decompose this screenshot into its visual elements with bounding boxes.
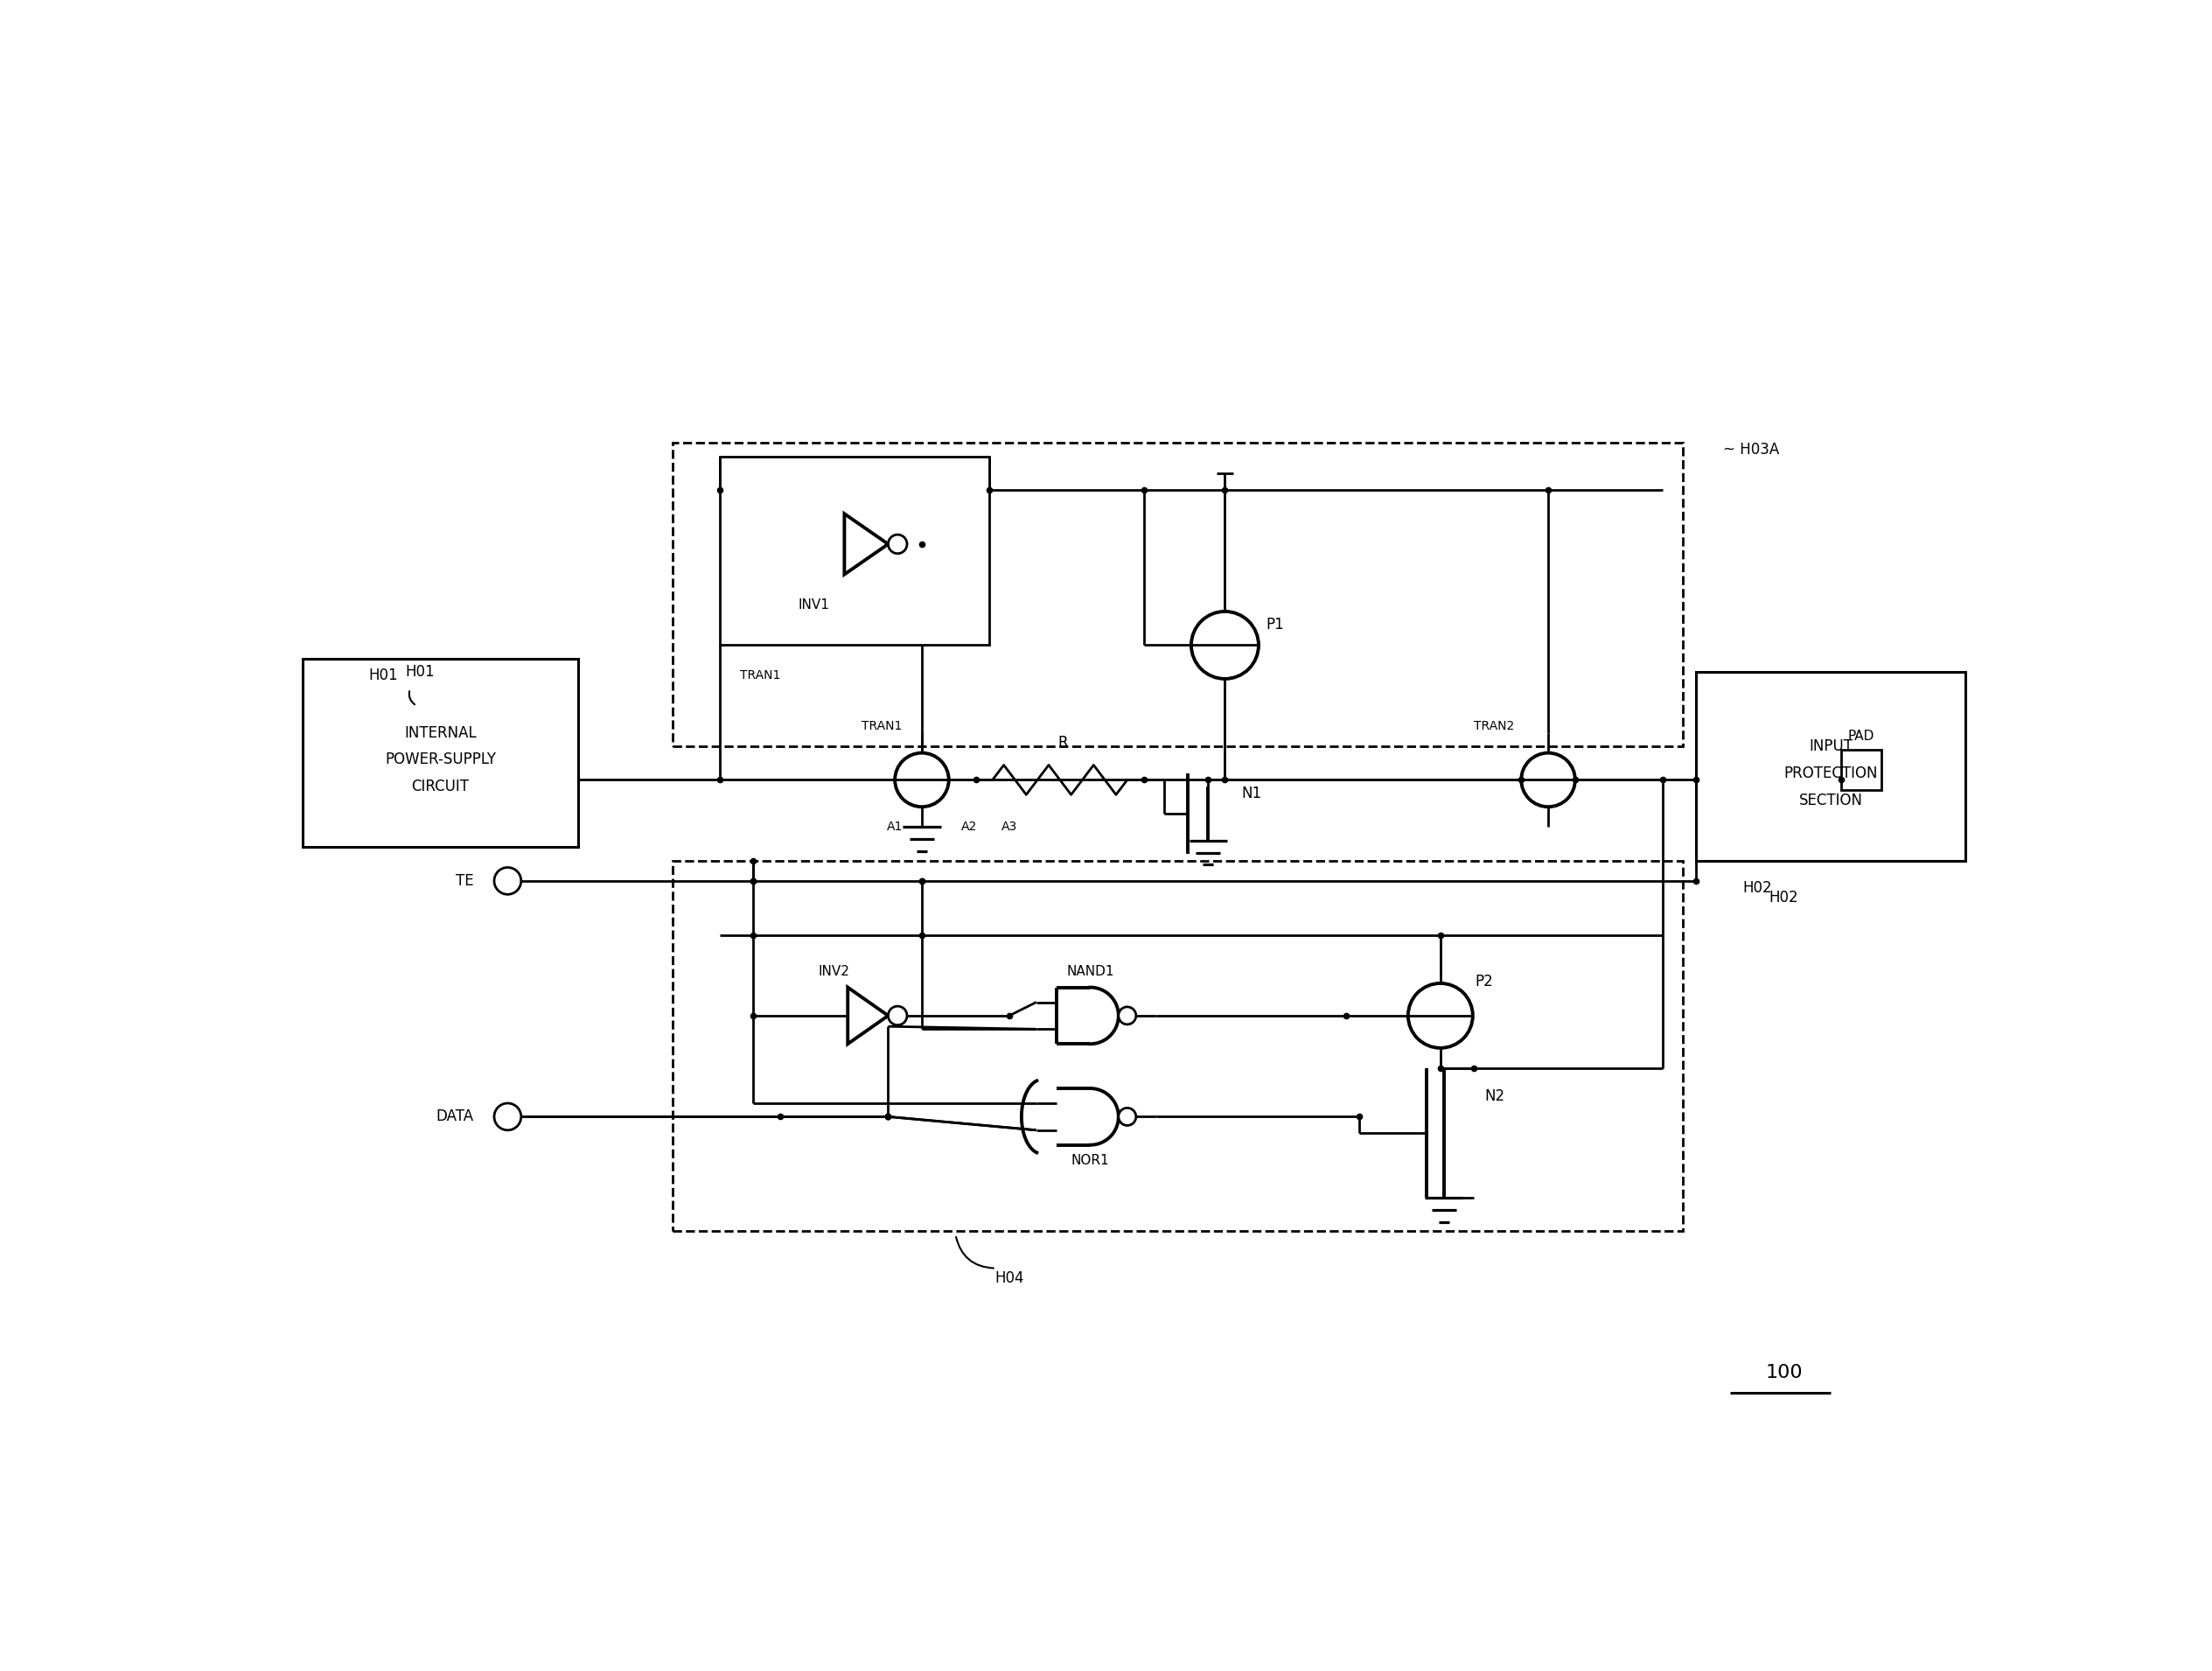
Text: INTERNAL: INTERNAL: [405, 725, 476, 740]
Text: DATA: DATA: [436, 1110, 473, 1125]
Circle shape: [1192, 612, 1259, 678]
Text: A2: A2: [960, 820, 978, 834]
Text: INV2: INV2: [818, 966, 849, 979]
Text: A3: A3: [1002, 820, 1018, 834]
Text: INV1: INV1: [799, 598, 830, 612]
Text: INPUT: INPUT: [1809, 739, 1854, 754]
Text: TRAN1: TRAN1: [860, 720, 902, 732]
Circle shape: [889, 535, 907, 553]
Polygon shape: [847, 988, 889, 1044]
Text: SECTION: SECTION: [1798, 792, 1863, 809]
Text: H01: H01: [405, 663, 436, 680]
Circle shape: [493, 1103, 522, 1130]
Polygon shape: [845, 513, 889, 575]
Text: H02: H02: [1770, 891, 1798, 906]
Text: P1: P1: [1265, 617, 1285, 633]
Text: H02: H02: [1743, 879, 1772, 896]
Text: NOR1: NOR1: [1071, 1155, 1108, 1166]
Text: H04: H04: [995, 1270, 1024, 1287]
Text: P2: P2: [1475, 974, 1493, 989]
Text: TRAN2: TRAN2: [1473, 720, 1515, 732]
Text: N1: N1: [1241, 785, 1263, 800]
Circle shape: [1119, 1008, 1137, 1024]
Text: TE: TE: [456, 872, 473, 889]
Text: R: R: [1057, 735, 1068, 750]
Text: H01: H01: [369, 668, 398, 683]
Text: PAD: PAD: [1847, 730, 1874, 742]
Text: CIRCUIT: CIRCUIT: [411, 779, 469, 794]
Circle shape: [1522, 754, 1575, 807]
Bar: [303, 658, 577, 847]
Circle shape: [1119, 1108, 1137, 1126]
Text: POWER-SUPPLY: POWER-SUPPLY: [385, 752, 495, 767]
Bar: [719, 456, 989, 645]
Bar: [1697, 672, 1966, 861]
Text: TRAN1: TRAN1: [741, 670, 781, 682]
Text: A1: A1: [887, 820, 902, 834]
Bar: [672, 443, 1683, 747]
Text: PROTECTION: PROTECTION: [1785, 765, 1878, 780]
Text: 100: 100: [1765, 1364, 1803, 1382]
Bar: [1840, 750, 1882, 790]
Text: N2: N2: [1484, 1088, 1504, 1105]
Bar: [672, 861, 1683, 1232]
Circle shape: [1409, 983, 1473, 1048]
Circle shape: [889, 1006, 907, 1024]
Text: NAND1: NAND1: [1066, 966, 1115, 979]
Text: ~ H03A: ~ H03A: [1723, 441, 1778, 458]
Circle shape: [896, 754, 949, 807]
Circle shape: [493, 867, 522, 894]
